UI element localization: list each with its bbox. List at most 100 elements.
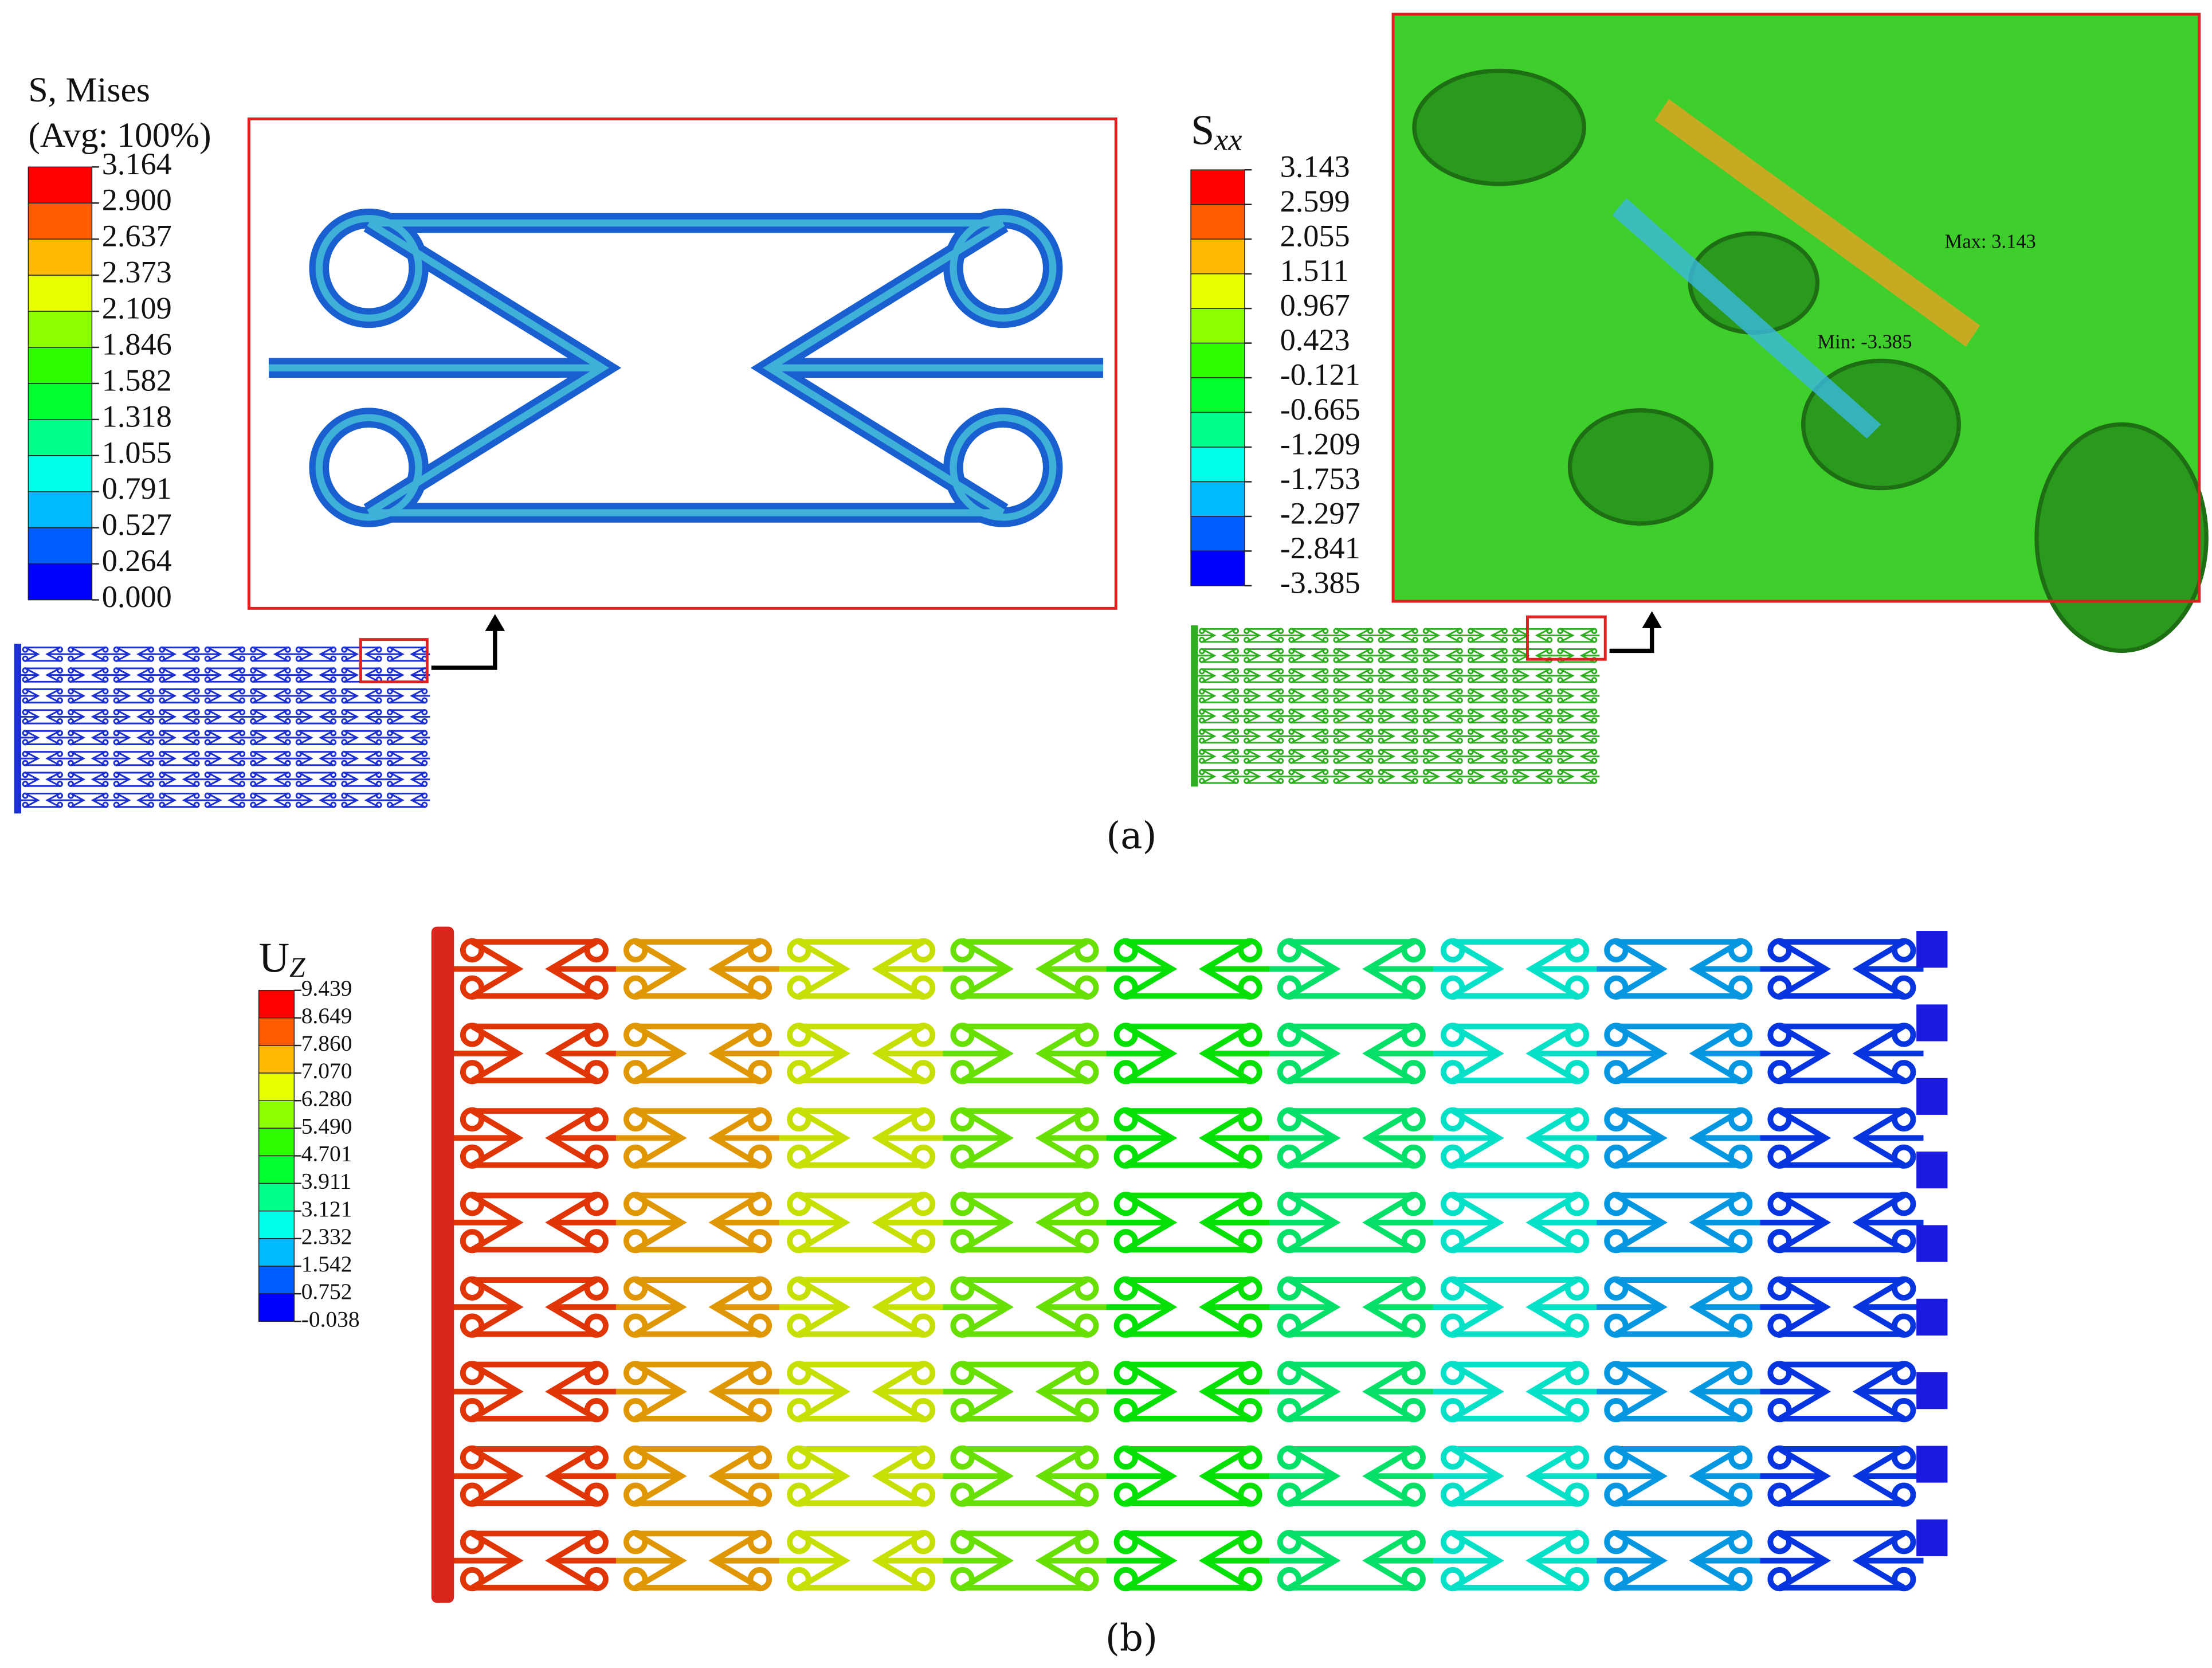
legend-label: 0.967 xyxy=(1280,288,1350,323)
loop xyxy=(1422,778,1429,784)
end-tab xyxy=(1916,1078,1948,1115)
loop xyxy=(102,739,109,746)
strut xyxy=(1106,1530,1270,1591)
loop xyxy=(1198,708,1205,715)
strut xyxy=(19,730,66,745)
loop xyxy=(1728,1192,1753,1216)
loop xyxy=(57,801,64,808)
loop xyxy=(386,655,393,662)
strut xyxy=(615,1108,780,1168)
loop xyxy=(623,1567,648,1592)
loop xyxy=(1233,749,1240,755)
loop xyxy=(911,975,936,1000)
loop xyxy=(1277,1060,1302,1084)
zoom-panel-sxx xyxy=(1393,14,2209,653)
loop xyxy=(1467,717,1474,724)
loop xyxy=(460,1276,485,1301)
loop xyxy=(159,646,166,653)
loop xyxy=(1367,708,1374,715)
loop xyxy=(1322,757,1329,764)
loop xyxy=(1767,1023,1792,1047)
loop xyxy=(113,646,120,653)
loop xyxy=(1277,769,1284,776)
loop xyxy=(22,759,29,766)
strut xyxy=(65,709,111,725)
loop xyxy=(1512,778,1519,784)
loop xyxy=(1333,677,1340,683)
loop xyxy=(1441,1276,1465,1301)
loop xyxy=(1591,697,1598,704)
loop xyxy=(787,1530,811,1555)
loop xyxy=(1422,729,1429,735)
loop xyxy=(1591,778,1598,784)
loop xyxy=(1728,938,1753,963)
loop xyxy=(584,938,609,963)
loop xyxy=(950,1482,975,1507)
strut xyxy=(1433,1277,1597,1337)
loop xyxy=(193,667,200,674)
loop xyxy=(102,708,109,715)
loop xyxy=(1238,1482,1262,1507)
loop xyxy=(1457,778,1463,784)
loop xyxy=(1401,1567,1426,1592)
loop xyxy=(1467,636,1474,643)
legend-label: 9.439 xyxy=(301,976,352,1001)
loop xyxy=(623,1313,648,1338)
loop xyxy=(113,739,120,746)
loop xyxy=(57,676,64,683)
loop xyxy=(1401,1192,1426,1216)
legend-label: 6.280 xyxy=(301,1086,352,1111)
loop xyxy=(239,781,246,788)
zoom-frame xyxy=(247,117,1117,610)
loop xyxy=(250,655,257,662)
loop xyxy=(22,750,29,757)
loop xyxy=(250,781,257,788)
loop xyxy=(950,938,975,963)
loop xyxy=(747,1530,772,1555)
loop xyxy=(1244,636,1250,643)
loop xyxy=(204,655,211,662)
loop xyxy=(1074,1192,1099,1216)
loop xyxy=(22,781,29,788)
loop xyxy=(204,667,211,674)
legend-band xyxy=(1190,342,1245,378)
loop xyxy=(1557,697,1563,704)
loop xyxy=(68,730,74,737)
loop xyxy=(375,739,382,746)
loop xyxy=(1422,677,1429,683)
loop xyxy=(460,1060,485,1084)
loop xyxy=(159,718,166,725)
loop xyxy=(1074,1482,1099,1507)
loop xyxy=(747,1023,772,1047)
legend-label: -3.385 xyxy=(1280,565,1360,600)
loop xyxy=(1401,1276,1426,1301)
strut xyxy=(943,1277,1107,1337)
loop xyxy=(295,739,302,746)
strut xyxy=(1555,749,1600,764)
strut xyxy=(1331,769,1376,784)
loop xyxy=(1441,938,1465,963)
loop xyxy=(1401,975,1426,1000)
loop xyxy=(1564,1060,1590,1084)
strut xyxy=(111,667,157,683)
strut xyxy=(202,751,248,766)
loop xyxy=(204,646,211,653)
loop xyxy=(1892,1060,1916,1084)
strut xyxy=(1241,708,1287,723)
strut xyxy=(1269,1277,1433,1337)
loop xyxy=(159,792,166,799)
loop xyxy=(159,688,166,695)
loop xyxy=(68,781,74,788)
loop xyxy=(1767,938,1792,963)
strut xyxy=(1510,769,1555,784)
loop xyxy=(911,1313,936,1338)
loop xyxy=(1233,717,1240,724)
legend-label: 3.911 xyxy=(301,1169,351,1194)
loop xyxy=(295,688,302,695)
strut xyxy=(1760,1023,1924,1083)
loop xyxy=(1238,1397,1262,1423)
legend-label: 0.752 xyxy=(301,1279,352,1304)
loop xyxy=(250,646,257,653)
loop xyxy=(159,667,166,674)
loop xyxy=(1238,1107,1262,1132)
